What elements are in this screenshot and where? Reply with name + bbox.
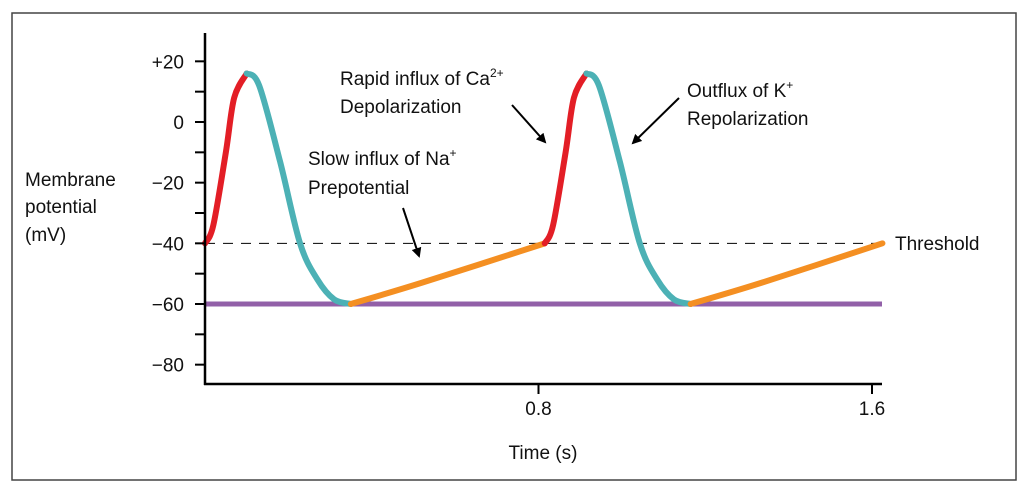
- y-axis-label-line2: potential: [25, 197, 97, 218]
- curve-segment-repolarization-4: [583, 70, 694, 307]
- y-axis-label-line3: (mV): [25, 225, 66, 246]
- y-tick-label: −40: [152, 234, 184, 255]
- x-tick-label: 1.6: [859, 399, 885, 420]
- arrow-k-icon: [631, 97, 680, 145]
- threshold-label: Threshold: [895, 234, 980, 255]
- curve-segment-prepotential-2: [347, 240, 548, 307]
- y-axis-label-line1: Membrane: [25, 170, 116, 191]
- annotation-na-line2: Prepotential: [308, 178, 409, 199]
- arrow-ca-icon: [511, 104, 547, 144]
- annotation-k-line1: Outflux of K+: [687, 78, 793, 102]
- annotation-na-line1: Slow influx of Na+: [308, 146, 457, 170]
- curve-segment-depolarization-3: [541, 70, 590, 247]
- annotation-ca-line2: Depolarization: [340, 97, 461, 118]
- y-tick-label: −60: [152, 295, 184, 316]
- arrow-na-icon: [402, 207, 422, 258]
- y-tick-label: −20: [152, 174, 184, 195]
- y-tick-label: +20: [152, 52, 184, 73]
- annotation-k-line2: Repolarization: [687, 109, 808, 130]
- figure-border: [11, 12, 1017, 481]
- x-axis-label: Time (s): [509, 443, 578, 464]
- annotation-ca-line1: Rapid influx of Ca2+: [340, 66, 504, 90]
- curve-segment-prepotential-5: [687, 240, 886, 307]
- y-tick-label: −80: [152, 356, 184, 377]
- curve-segment-repolarization-1: [243, 70, 354, 307]
- y-tick-label: 0: [173, 113, 184, 134]
- x-tick-label: 0.8: [525, 399, 551, 420]
- curve-segment-depolarization-0: [202, 70, 250, 247]
